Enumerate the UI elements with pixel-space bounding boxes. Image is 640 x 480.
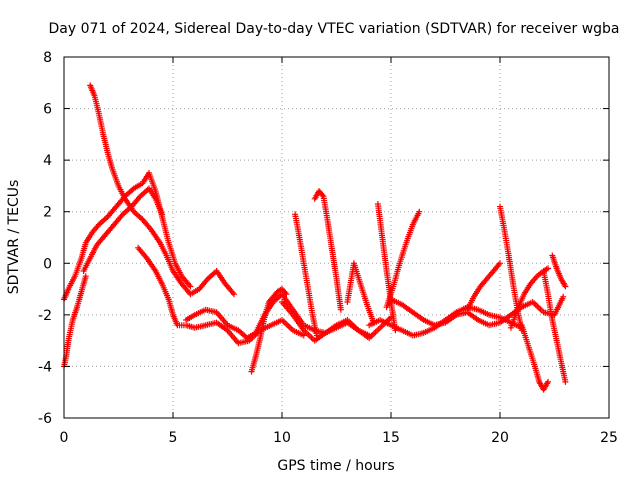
data-point-marker: [560, 293, 567, 300]
tick-labels: 0 5 10 15 20 25 -6 -4 -2 0 2 4 6 8: [38, 50, 618, 446]
series-arc8: [279, 299, 394, 344]
series-arc9: [292, 211, 320, 339]
series-arc11: [344, 260, 377, 326]
data-point-marker: [545, 378, 551, 385]
axis-ticks: [63, 56, 610, 419]
series-arc2: [87, 82, 237, 298]
data-point-marker: [159, 211, 166, 218]
data-point-marker: [313, 332, 320, 339]
x-tick-label: 10: [273, 430, 291, 446]
y-tick-label: 0: [43, 256, 52, 272]
data-point-marker: [545, 265, 551, 272]
x-axis-label: GPS time / hours: [277, 458, 394, 474]
data-point-marker: [562, 283, 569, 290]
data-point-marker: [82, 273, 89, 280]
series-arc7: [248, 286, 290, 375]
data-point-marker: [337, 306, 344, 313]
series-arc19: [507, 265, 551, 331]
series-arc10: [311, 188, 344, 313]
data-point-marker: [187, 283, 194, 290]
data-points: [61, 82, 569, 393]
y-tick-label: 6: [43, 102, 52, 118]
series-arc1: [61, 170, 194, 303]
plot-frame: [63, 56, 610, 419]
y-tick-label: 4: [43, 153, 52, 169]
data-point-marker: [231, 291, 237, 298]
x-tick-label: 5: [169, 430, 178, 446]
y-tick-label: 2: [43, 205, 52, 221]
series-arc15: [366, 304, 525, 339]
data-point-marker: [416, 208, 423, 215]
series-arc20: [540, 268, 569, 385]
series-arc21: [549, 252, 569, 290]
x-tick-label: 0: [60, 430, 69, 446]
series-arc12: [374, 201, 399, 334]
y-tick-label: -4: [38, 359, 52, 375]
y-tick-label: -2: [38, 308, 52, 324]
series-arc3: [80, 185, 166, 274]
series-arc18: [518, 322, 551, 393]
y-tick-label: -6: [38, 411, 52, 427]
y-axis-label: SDTVAR / TECUs: [6, 180, 22, 295]
series-arc6: [183, 291, 373, 342]
data-point-marker: [497, 260, 503, 267]
y-tick-label: 8: [43, 50, 52, 66]
x-tick-label: 25: [600, 430, 618, 446]
data-point-marker: [300, 332, 307, 339]
x-tick-label: 15: [382, 430, 400, 446]
series-arc4: [61, 273, 89, 370]
grid: [64, 57, 609, 418]
series-arc13: [383, 208, 423, 311]
chart-title: Day 071 of 2024, Sidereal Day-to-day VTE…: [48, 21, 619, 37]
data-point-marker: [319, 192, 326, 198]
data-point-marker: [282, 289, 289, 296]
series-arc16: [464, 260, 503, 313]
data-point-marker: [283, 291, 290, 298]
x-tick-label: 20: [491, 430, 509, 446]
data-point-marker: [562, 378, 569, 385]
